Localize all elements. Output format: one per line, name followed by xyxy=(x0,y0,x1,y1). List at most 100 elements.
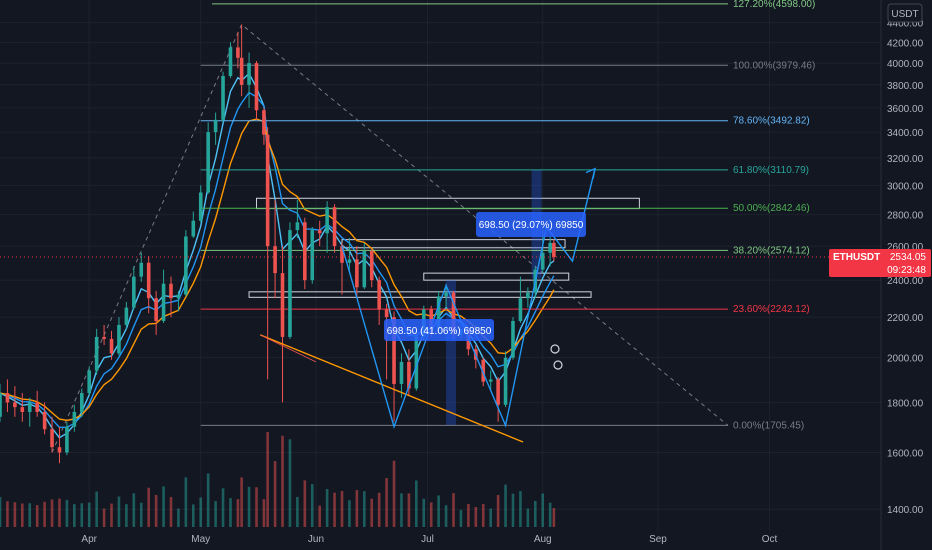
candle-body xyxy=(526,292,530,299)
volume-bar xyxy=(429,502,433,527)
candle-body xyxy=(414,336,419,389)
volume-bar xyxy=(247,486,251,527)
candle-body xyxy=(347,259,352,263)
volume-bar xyxy=(21,503,24,527)
candle-body xyxy=(228,47,233,77)
candle-body xyxy=(325,207,329,234)
time-axis[interactable]: Apr May Jun Jul Aug Sep Oct xyxy=(81,534,777,545)
volume-bar xyxy=(541,493,545,527)
annotations-over xyxy=(0,167,881,443)
volume-bar xyxy=(370,498,374,527)
y-tick-label: 2600.00 xyxy=(887,242,924,253)
candle-body xyxy=(169,283,173,299)
currency-badge-label: USDT xyxy=(891,9,918,20)
volume-bar xyxy=(50,499,54,527)
candle-body xyxy=(79,393,84,412)
candle-body xyxy=(65,426,69,453)
volume-bar xyxy=(229,498,232,527)
volume-bar xyxy=(199,497,203,527)
last-price-countdown: 09:23:48 xyxy=(887,265,926,276)
candle-body xyxy=(369,251,374,281)
marker-circle xyxy=(550,344,560,354)
last-price-symbol: ETHUSDT xyxy=(833,252,880,263)
volume-bar xyxy=(110,503,113,527)
volume-bar xyxy=(117,496,121,527)
y-tick-label: 2400.00 xyxy=(887,276,924,287)
measure-label-2[interactable]: 698.50 (29.07%) 69850 xyxy=(476,212,586,237)
volume-bar xyxy=(147,487,150,527)
candle-body xyxy=(247,63,251,85)
volume-bar xyxy=(348,500,351,527)
candle-body xyxy=(35,402,39,412)
volume-bar xyxy=(392,460,396,527)
y-tick-label: 3800.00 xyxy=(887,81,924,92)
x-tick-label: May xyxy=(191,534,210,545)
measure-label-1-text: 698.50 (41.06%) 69850 xyxy=(387,326,492,337)
candle-body xyxy=(27,402,32,412)
volume-bar xyxy=(385,478,388,527)
candle-body xyxy=(117,324,121,354)
fib-label: 78.60%(3492.82) xyxy=(733,116,810,127)
fib-label: 100.00%(3979.46) xyxy=(733,60,815,71)
volume-bar xyxy=(80,503,84,527)
y-tick-label: 3400.00 xyxy=(887,128,924,139)
volume-bar xyxy=(407,493,411,527)
currency-badge[interactable]: USDT xyxy=(887,3,923,23)
wedge-support-line xyxy=(259,334,524,443)
support-line xyxy=(260,334,317,363)
y-tick-label: 4400.00 xyxy=(887,19,924,30)
candle-body xyxy=(191,220,196,237)
candle-body xyxy=(139,262,144,277)
candle-body xyxy=(132,276,136,308)
candle-body xyxy=(392,317,396,384)
grid xyxy=(0,0,881,531)
candle-body xyxy=(444,292,448,297)
x-tick-label: Jun xyxy=(308,534,324,545)
volume-bar xyxy=(95,491,98,527)
volume-bar xyxy=(400,493,403,527)
candle-body xyxy=(407,361,411,389)
candle-body xyxy=(50,429,54,448)
measure-label-1[interactable]: 698.50 (41.06%) 69850 xyxy=(384,319,494,341)
candle-body xyxy=(20,407,25,412)
candle-body xyxy=(213,119,218,133)
volume-bar xyxy=(444,505,448,527)
candle-body xyxy=(13,402,17,408)
candle-body xyxy=(518,298,523,322)
candle-body xyxy=(109,338,114,354)
candle-body xyxy=(503,357,508,405)
y-tick-label: 4000.00 xyxy=(887,59,924,70)
candle-body xyxy=(488,379,493,382)
candle-body xyxy=(94,336,99,371)
candle-body xyxy=(399,361,404,384)
volume-bar xyxy=(333,492,336,527)
candle-body xyxy=(295,222,300,231)
volume-bar xyxy=(474,506,478,527)
volume-bar xyxy=(236,499,240,527)
volume-bar xyxy=(154,495,158,527)
price-axis[interactable]: 1400.00 1600.00 1800.00 2000.00 2200.00 2400.… xyxy=(887,19,924,517)
fib-label: 50.00%(2842.46) xyxy=(733,203,810,214)
volume-bar xyxy=(310,484,314,527)
volume-bar xyxy=(459,509,463,527)
volume-bar xyxy=(533,500,537,527)
volume-bar xyxy=(548,502,552,527)
candle-body xyxy=(124,307,129,325)
volume-bar xyxy=(73,504,76,527)
candle-body xyxy=(481,359,486,382)
zone-box xyxy=(423,272,570,281)
volume-bar xyxy=(526,508,530,527)
volume-bar xyxy=(214,501,217,527)
measure-band xyxy=(446,280,457,426)
candle-body xyxy=(206,132,210,193)
volume-bar xyxy=(340,491,344,527)
fib-label: 23.60%(2242.12) xyxy=(733,304,810,315)
volume-bar xyxy=(87,502,91,527)
volume-bar xyxy=(281,435,284,527)
volume-bar xyxy=(504,484,507,527)
candle-body xyxy=(273,246,277,274)
volume-bar xyxy=(496,495,500,527)
volume-bar xyxy=(169,496,173,527)
